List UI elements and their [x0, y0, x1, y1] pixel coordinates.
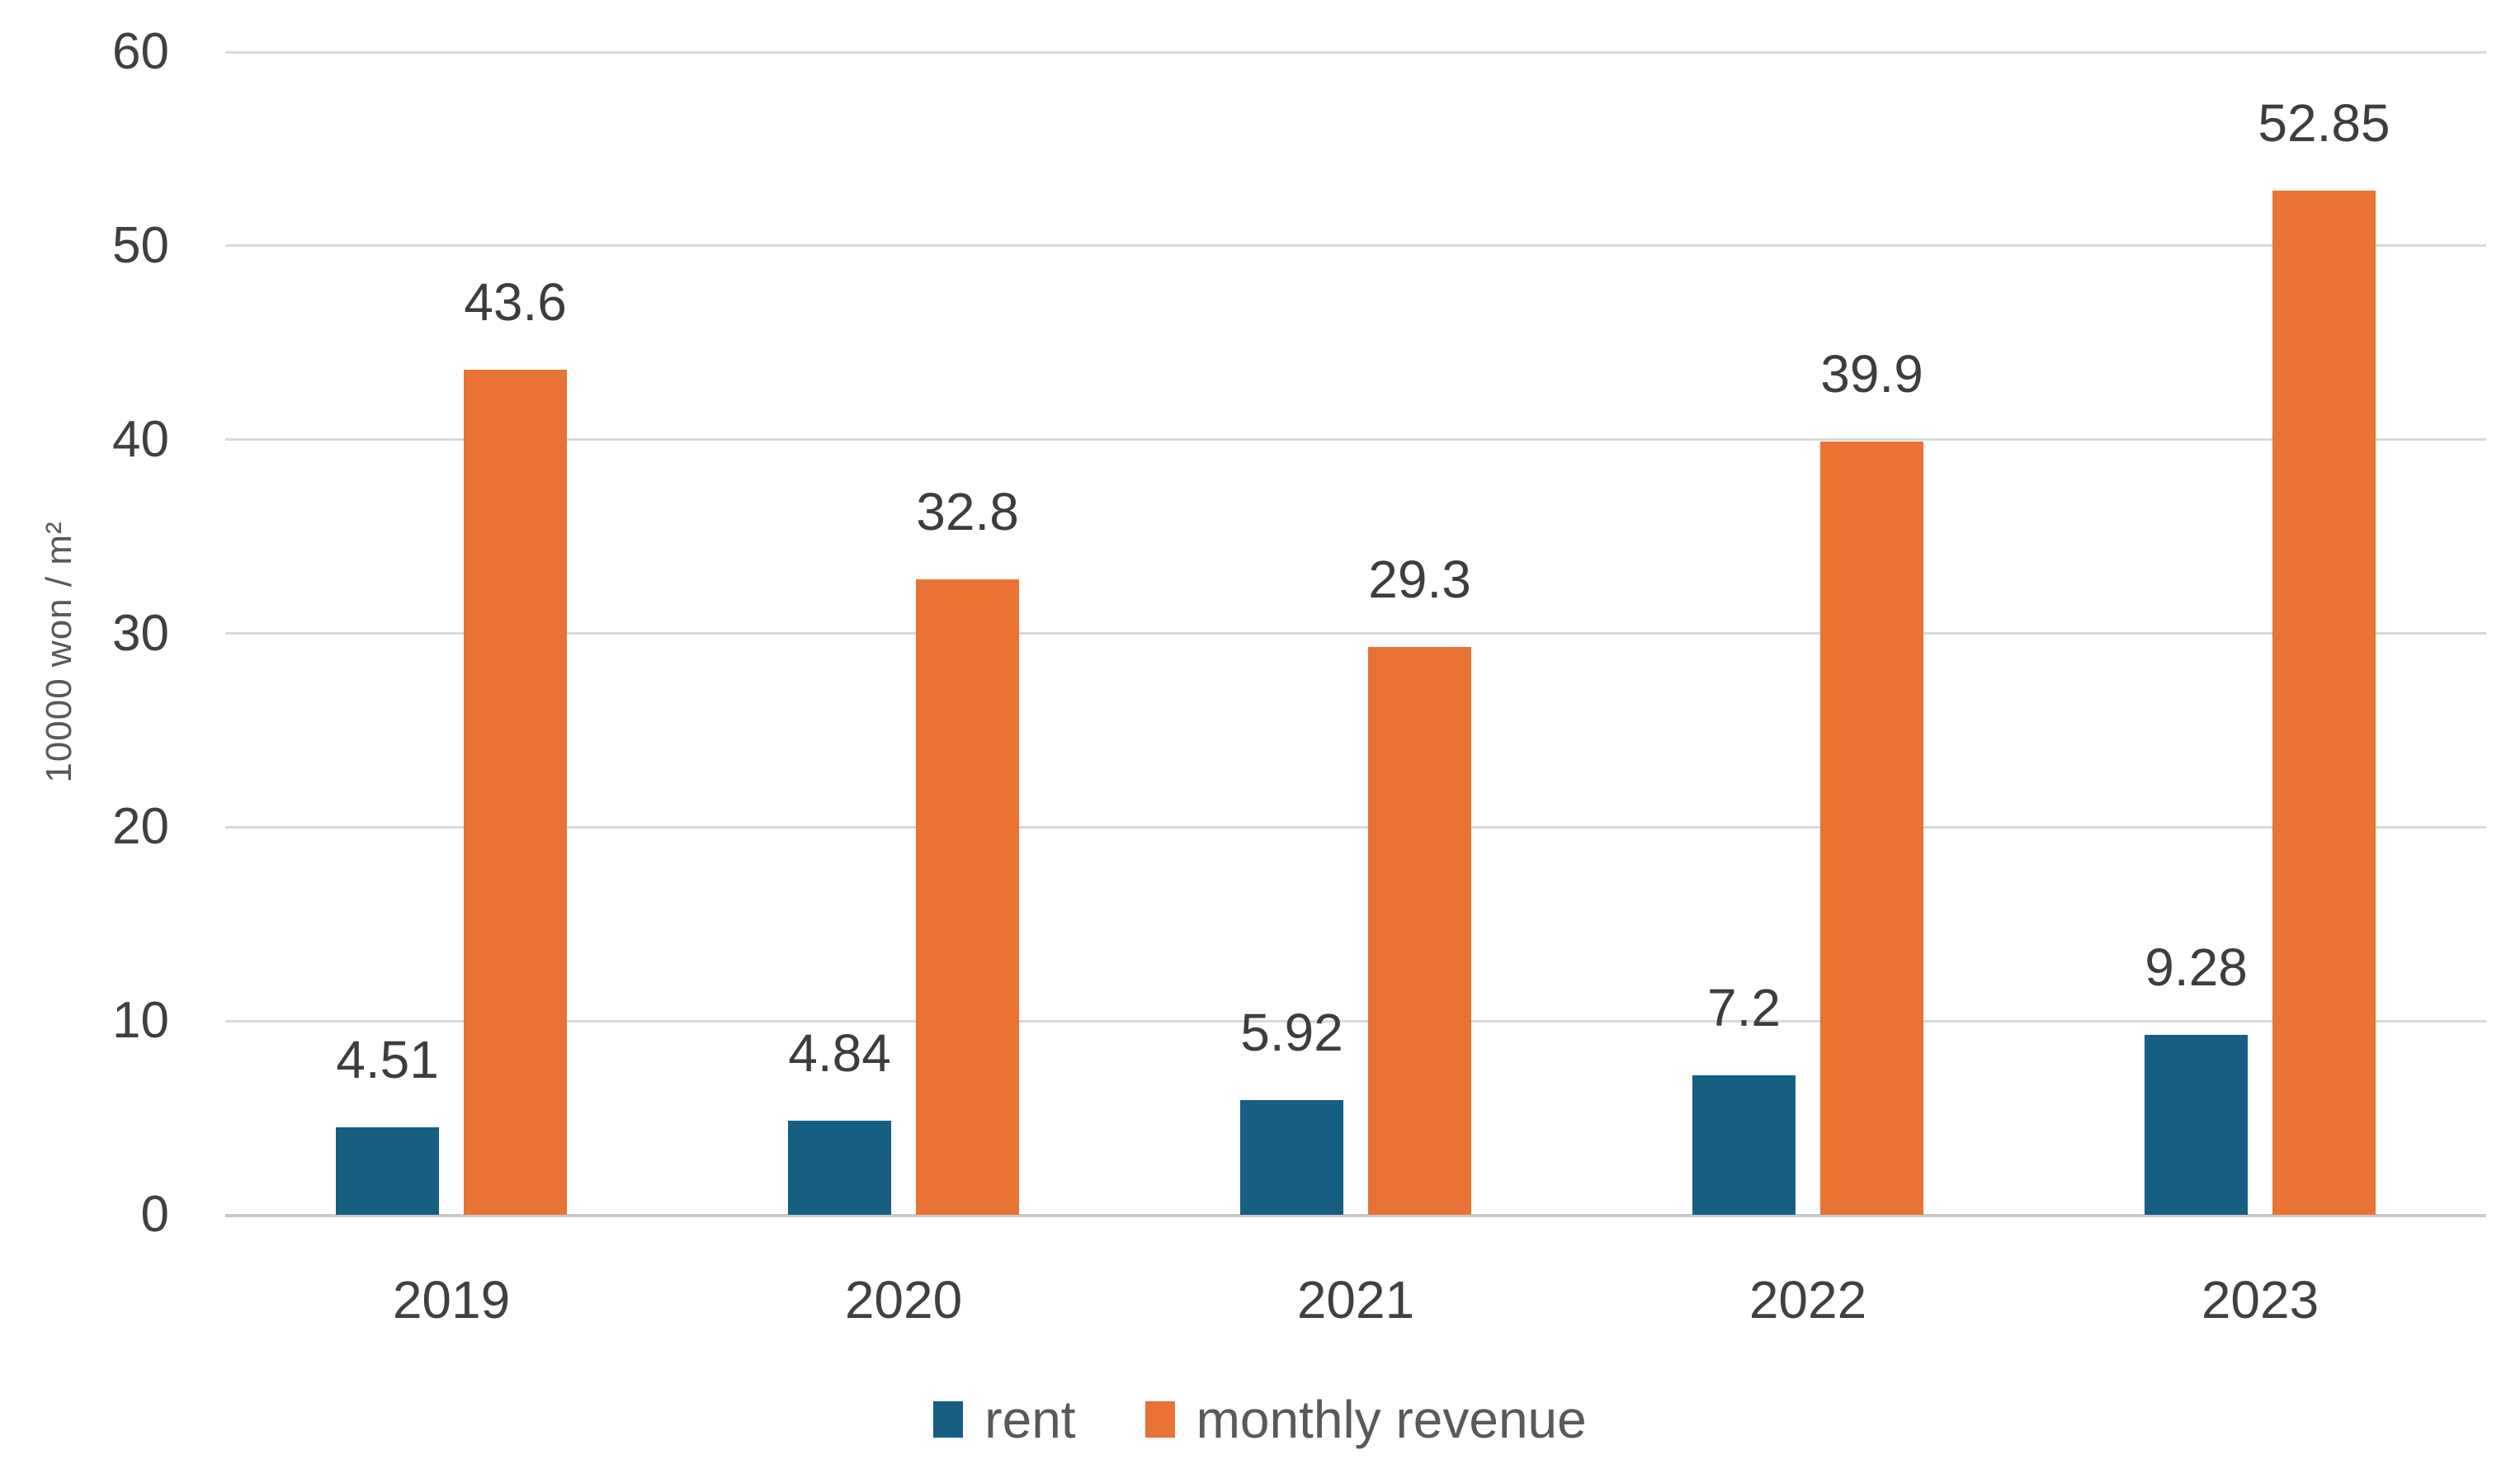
- data-label-rent-2023: 9.28: [2145, 938, 2248, 997]
- legend-item-rent: rent: [933, 1389, 1076, 1450]
- y-tick-label-10: 10: [112, 992, 169, 1049]
- data-label-rent-2019: 4.51: [336, 1030, 439, 1089]
- y-tick-label-60: 60: [112, 23, 169, 80]
- legend-label-monthly-revenue: monthly revenue: [1196, 1390, 1587, 1449]
- data-label-monthly-revenue-2023: 52.85: [2258, 93, 2390, 153]
- gridline-60: [225, 51, 2486, 54]
- bar-monthly-revenue-2021: [1368, 647, 1471, 1215]
- data-label-monthly-revenue-2021: 29.3: [1368, 550, 1471, 609]
- y-tick-label-20: 20: [112, 798, 169, 855]
- bar-group-2019: 4.51 43.6: [225, 52, 677, 1215]
- y-tick-label-0: 0: [140, 1186, 169, 1243]
- bar-rent-2019: [336, 1127, 439, 1215]
- bar-monthly-revenue-2022: [1820, 442, 1923, 1215]
- y-tick-label-30: 30: [112, 605, 169, 662]
- bar-group-2021: 5.92 29.3: [1130, 52, 1582, 1215]
- x-axis-line: [225, 1214, 2486, 1217]
- y-tick-label-50: 50: [112, 217, 169, 274]
- gridline-40: [225, 438, 2486, 441]
- legend-item-monthly-revenue: monthly revenue: [1144, 1389, 1587, 1450]
- x-tick-label-2019: 2019: [392, 1270, 511, 1330]
- data-label-rent-2022: 7.2: [1707, 978, 1781, 1037]
- bar-monthly-revenue-2020: [916, 579, 1019, 1215]
- data-label-rent-2020: 4.84: [788, 1023, 891, 1083]
- data-label-monthly-revenue-2019: 43.6: [464, 272, 567, 332]
- x-tick-label-2021: 2021: [1296, 1270, 1415, 1330]
- bar-rent-2020: [788, 1121, 891, 1215]
- legend-label-rent: rent: [984, 1390, 1076, 1449]
- bar-rent-2022: [1692, 1075, 1796, 1215]
- monthly-revenue-legend-swatch-icon: [1144, 1401, 1175, 1438]
- legend: rent monthly revenue: [0, 1388, 2520, 1451]
- bar-rent-2023: [2145, 1035, 2248, 1215]
- bar-rent-2021: [1240, 1100, 1343, 1215]
- x-tick-label-2022: 2022: [1748, 1270, 1867, 1330]
- bar-group-2020: 4.84 32.8: [677, 52, 1130, 1215]
- gridline-10: [225, 1020, 2486, 1023]
- gridline-20: [225, 826, 2486, 829]
- plot-area: [225, 51, 2486, 1217]
- rent-legend-swatch-icon: [933, 1401, 964, 1438]
- y-tick-label-40: 40: [112, 411, 169, 468]
- bar-monthly-revenue-2019: [464, 370, 567, 1215]
- gridline-50: [225, 244, 2486, 247]
- gridline-30: [225, 632, 2486, 635]
- x-tick-label-2023: 2023: [2201, 1270, 2319, 1330]
- bar-group-2023: 9.28 52.85: [2034, 52, 2486, 1215]
- bar-group-2022: 7.2 39.9: [1582, 52, 2034, 1215]
- data-label-rent-2021: 5.92: [1240, 1003, 1343, 1062]
- data-label-monthly-revenue-2022: 39.9: [1820, 344, 1923, 404]
- data-label-monthly-revenue-2020: 32.8: [916, 482, 1019, 541]
- bar-monthly-revenue-2023: [2272, 191, 2376, 1215]
- x-tick-label-2020: 2020: [844, 1270, 963, 1330]
